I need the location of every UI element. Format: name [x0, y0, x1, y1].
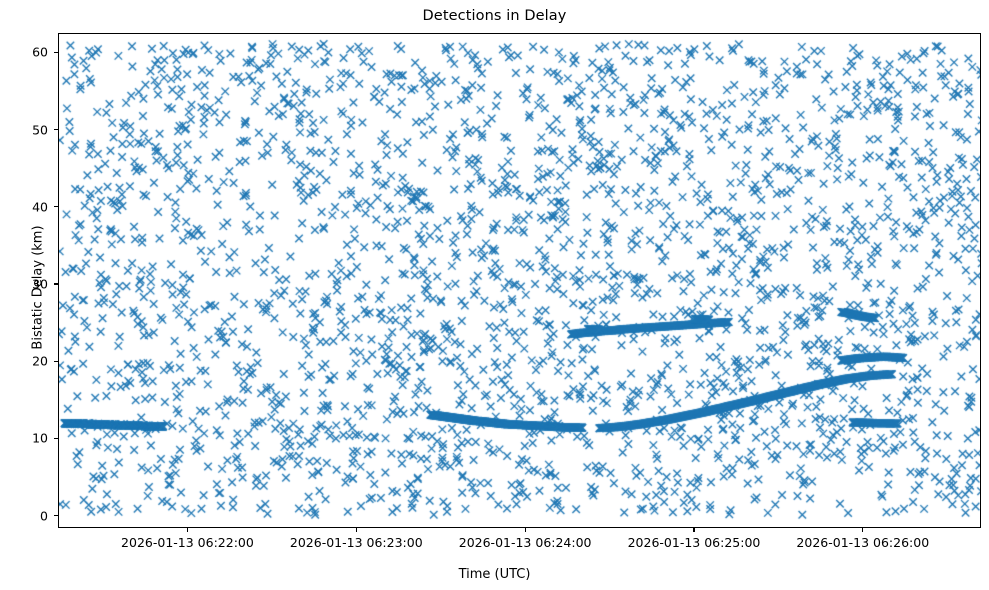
- x-tick-label: 2026-01-13 06:25:00: [627, 535, 761, 550]
- y-tick-mark: [54, 206, 58, 208]
- scatter-plot-canvas: [59, 34, 980, 527]
- page-title: Detections in Delay: [422, 8, 567, 24]
- x-tick-mark: [355, 528, 357, 532]
- y-tick-mark: [54, 437, 58, 439]
- y-tick-label: 50: [32, 122, 48, 138]
- x-tick-mark: [862, 528, 864, 532]
- x-tick-label: 2026-01-13 06:22:00: [121, 535, 254, 550]
- x-tick-label: 2026-01-13 06:26:00: [796, 535, 930, 550]
- y-tick-mark: [54, 360, 58, 362]
- y-tick-mark: [54, 283, 58, 285]
- y-tick-label: 30: [32, 276, 48, 292]
- y-tick-mark: [54, 515, 58, 517]
- x-tick-label: 2026-01-13 06:23:00: [289, 535, 423, 550]
- x-axis-label: Time (UTC): [458, 567, 531, 582]
- y-tick-label: 10: [32, 430, 48, 446]
- y-tick-mark: [54, 51, 58, 53]
- plot-area: [58, 33, 981, 528]
- y-tick-label: 60: [32, 44, 48, 60]
- x-tick-mark: [186, 528, 189, 532]
- y-axis-label: Bistatic Delay (km): [30, 225, 46, 350]
- y-tick-label: 40: [32, 199, 48, 215]
- y-tick-label: 0: [40, 508, 48, 524]
- y-tick-label: 20: [32, 353, 48, 369]
- x-tick-mark: [524, 528, 526, 532]
- y-tick-mark: [54, 129, 58, 131]
- x-tick-mark: [693, 528, 695, 532]
- x-tick-label: 2026-01-13 06:24:00: [458, 535, 592, 550]
